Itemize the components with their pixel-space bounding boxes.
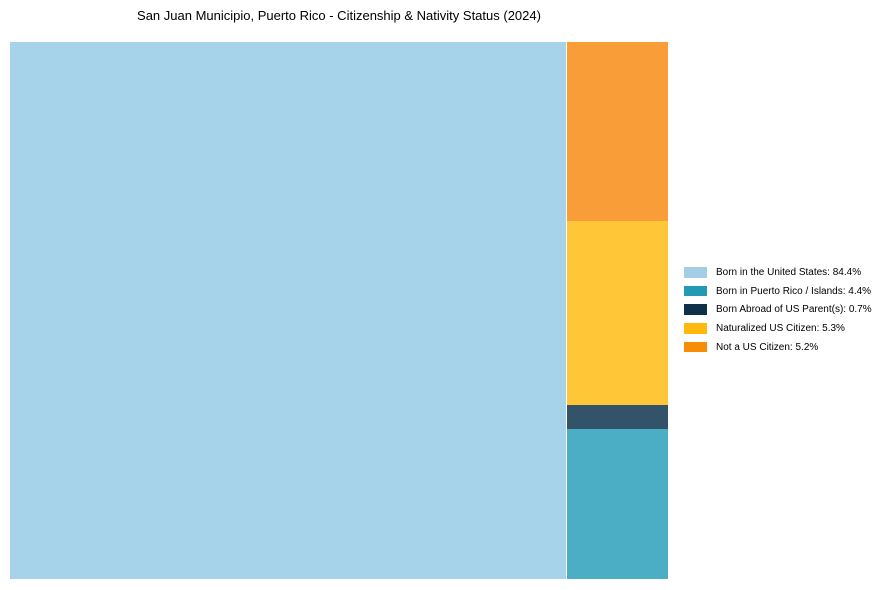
legend-swatch-icon bbox=[684, 323, 707, 334]
legend-item-born-in-united-states: Born in the United States: 84.4% bbox=[684, 263, 872, 282]
treemap-cell-born-in-united-states bbox=[10, 42, 566, 579]
legend-item-naturalized-us-citizen: Naturalized US Citizen: 5.3% bbox=[684, 319, 872, 338]
legend-item-not-a-us-citizen: Not a US Citizen: 5.2% bbox=[684, 338, 872, 357]
legend-item-born-in-puerto-rico-islands: Born in Puerto Rico / Islands: 4.4% bbox=[684, 282, 872, 301]
legend-item-born-abroad-of-us-parents: Born Abroad of US Parent(s): 0.7% bbox=[684, 300, 872, 319]
chart-legend: Born in the United States: 84.4% Born in… bbox=[684, 263, 872, 356]
legend-swatch-icon bbox=[684, 267, 707, 278]
legend-label: Born in the United States: 84.4% bbox=[716, 266, 862, 278]
legend-label: Not a US Citizen: 5.2% bbox=[716, 341, 819, 353]
legend-swatch-icon bbox=[684, 285, 707, 297]
legend-label: Born Abroad of US Parent(s): 0.7% bbox=[716, 304, 872, 316]
treemap-cell-not-a-us-citizen bbox=[567, 42, 668, 221]
treemap-cell-born-in-puerto-rico-islands bbox=[567, 429, 668, 579]
legend-label: Born in Puerto Rico / Islands: 4.4% bbox=[716, 285, 872, 297]
legend-label: Naturalized US Citizen: 5.3% bbox=[716, 322, 845, 334]
chart-title: San Juan Municipio, Puerto Rico - Citize… bbox=[137, 8, 541, 23]
treemap-cell-born-abroad-of-us-parents bbox=[567, 405, 668, 429]
treemap-cell-naturalized-us-citizen bbox=[567, 221, 668, 405]
legend-swatch-icon bbox=[684, 341, 707, 353]
legend-swatch-icon bbox=[684, 304, 707, 315]
